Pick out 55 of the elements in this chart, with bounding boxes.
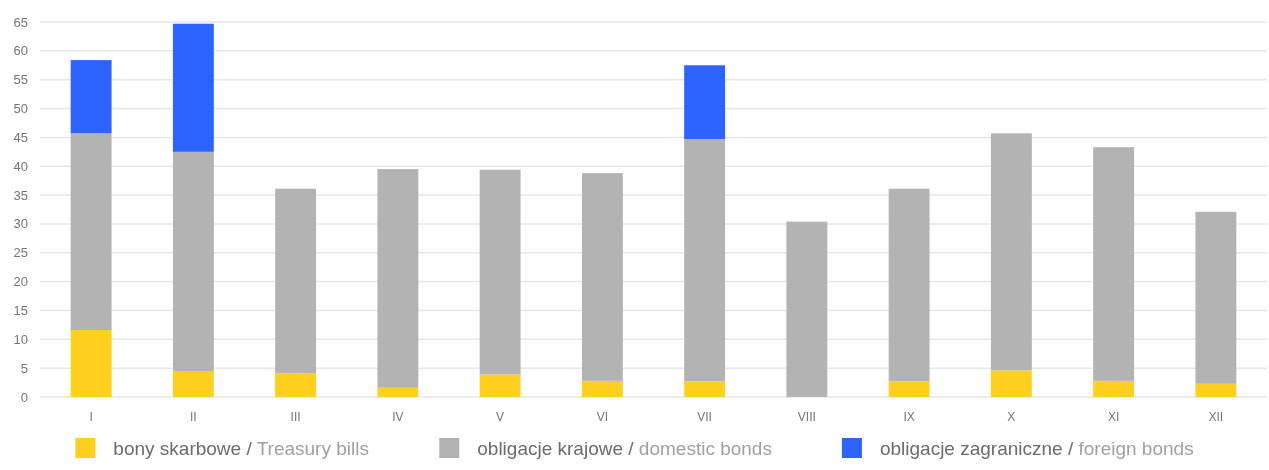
y-tick-label: 60 [13,43,28,59]
bar [581,173,623,381]
y-tick-label: 25 [13,245,28,261]
x-tick-label: XI [1107,410,1120,425]
bar [172,371,214,397]
y-tick-label: 15 [13,303,28,319]
x-tick-label: IX [903,410,915,425]
bar [377,387,419,397]
bar [1093,380,1135,397]
y-tick-label: 5 [20,360,28,376]
x-tick-label: III [290,410,301,425]
bar [172,23,214,152]
x-tick-label: X [1007,410,1016,425]
y-tick-label: 0 [20,389,28,405]
bar [70,60,112,134]
x-tick-label: II [190,410,197,425]
bar [684,139,726,382]
y-tick-label: 20 [13,274,28,290]
bar [172,151,214,372]
bar [1195,383,1237,397]
x-tick-label: I [89,410,93,425]
bar [990,370,1032,397]
bar [275,188,317,374]
bar [581,380,623,397]
bar [377,169,419,388]
bar [888,381,930,397]
x-tick-label: IV [392,410,404,425]
bar [888,188,930,382]
bar [275,373,317,397]
bar [1195,211,1237,384]
y-tick-label: 35 [13,187,28,203]
y-tick-label: 65 [13,14,28,30]
x-tick-label: XII [1208,410,1224,425]
y-tick-label: 40 [13,158,28,174]
bar [786,221,828,397]
legend-label: bony skarbowe / Treasury bills [113,437,369,459]
bar [479,374,521,397]
y-tick-label: 50 [13,101,28,117]
bar [479,169,521,375]
x-tick-label: VII [697,410,712,425]
y-tick-label: 55 [13,72,28,88]
y-tick-label: 45 [13,129,28,145]
legend-label: obligacje zagraniczne / foreign bonds [879,437,1194,459]
bar [684,381,726,397]
x-tick-label: V [496,410,505,425]
bar [990,133,1032,371]
y-tick-label: 10 [13,331,28,347]
legend-label: obligacje krajowe / domestic bonds [477,437,772,459]
x-tick-label: VIII [797,410,816,425]
bar [684,65,726,140]
x-tick-label: VI [596,410,609,425]
bar [70,133,112,331]
y-tick-label: 30 [13,216,28,232]
bar [70,330,112,397]
bar [1093,147,1135,381]
